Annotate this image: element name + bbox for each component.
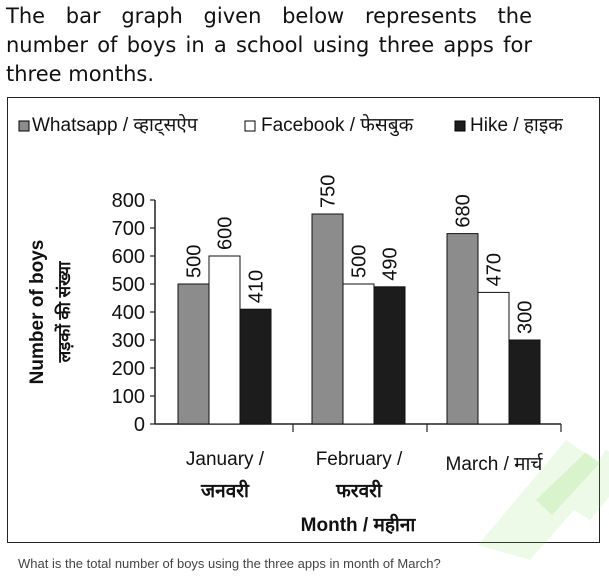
y-axis-title-hindi: लड़कों की संख्या (54, 261, 74, 363)
bar-value-label: 470 (484, 253, 506, 286)
y-axis-title: Number of boys लड़कों की संख्या (27, 240, 74, 385)
legend-swatch (454, 120, 466, 132)
bar-value-label: 500 (349, 245, 371, 278)
legend-swatch (18, 120, 30, 132)
bar-value-label: 600 (215, 217, 237, 250)
bar-value-label: 410 (246, 270, 268, 303)
bar (342, 283, 375, 425)
chart-frame (7, 97, 600, 543)
y-tick-label: 800 (112, 190, 145, 212)
bar (373, 286, 406, 425)
bar (311, 213, 344, 425)
legend: Whatsapp / व्हाट्सऐप Facebook / फेसबुक Hik… (18, 113, 563, 137)
bar (477, 291, 510, 425)
intro-text: The bar graph given below represents the… (6, 4, 532, 86)
axes: 0 100 200 300 400 500 600 700 800 (112, 190, 562, 436)
y-tick-label: 500 (112, 274, 145, 296)
x-category-label: February / (316, 449, 403, 470)
legend-label: Hike / हाइक (470, 115, 563, 136)
y-tick-label: 400 (112, 302, 145, 324)
y-tick-label: 0 (134, 414, 145, 436)
y-tick-label: 100 (112, 386, 145, 408)
bar (239, 308, 272, 425)
bar-value-label: 490 (380, 247, 402, 280)
bar-value-label: 300 (515, 301, 537, 334)
bar-value-label: 750 (318, 175, 340, 208)
x-category-label: फरवरी (335, 479, 383, 502)
x-category-label: जनवरी (200, 479, 250, 502)
legend-label: Facebook / फेसबुक (261, 113, 414, 137)
legend-swatch (244, 120, 256, 132)
legend-label: Whatsapp / व्हाट्सऐप (32, 113, 199, 136)
y-tick-label: 200 (112, 358, 145, 380)
x-category-label: March / मार्च (446, 452, 544, 475)
y-tick-label: 600 (112, 246, 145, 268)
bar (177, 283, 210, 425)
bar (446, 233, 479, 425)
bar (508, 339, 541, 425)
question-text: What is the total number of boys using t… (18, 556, 441, 571)
bars: 500 600 410 750 500 490 680 470 300 (177, 175, 541, 425)
x-category-label: January / (186, 449, 265, 470)
bar-value-label: 680 (453, 194, 475, 227)
y-axis-title-english: Number of boys (27, 240, 48, 385)
bar (208, 255, 241, 425)
bar-value-label: 500 (184, 245, 206, 278)
y-tick-label: 700 (112, 218, 145, 240)
x-axis-title: Month / महीना (301, 513, 417, 536)
x-category-labels: January / जनवरी February / फरवरी March / मार… (186, 449, 544, 502)
y-tick-label: 300 (112, 330, 145, 352)
